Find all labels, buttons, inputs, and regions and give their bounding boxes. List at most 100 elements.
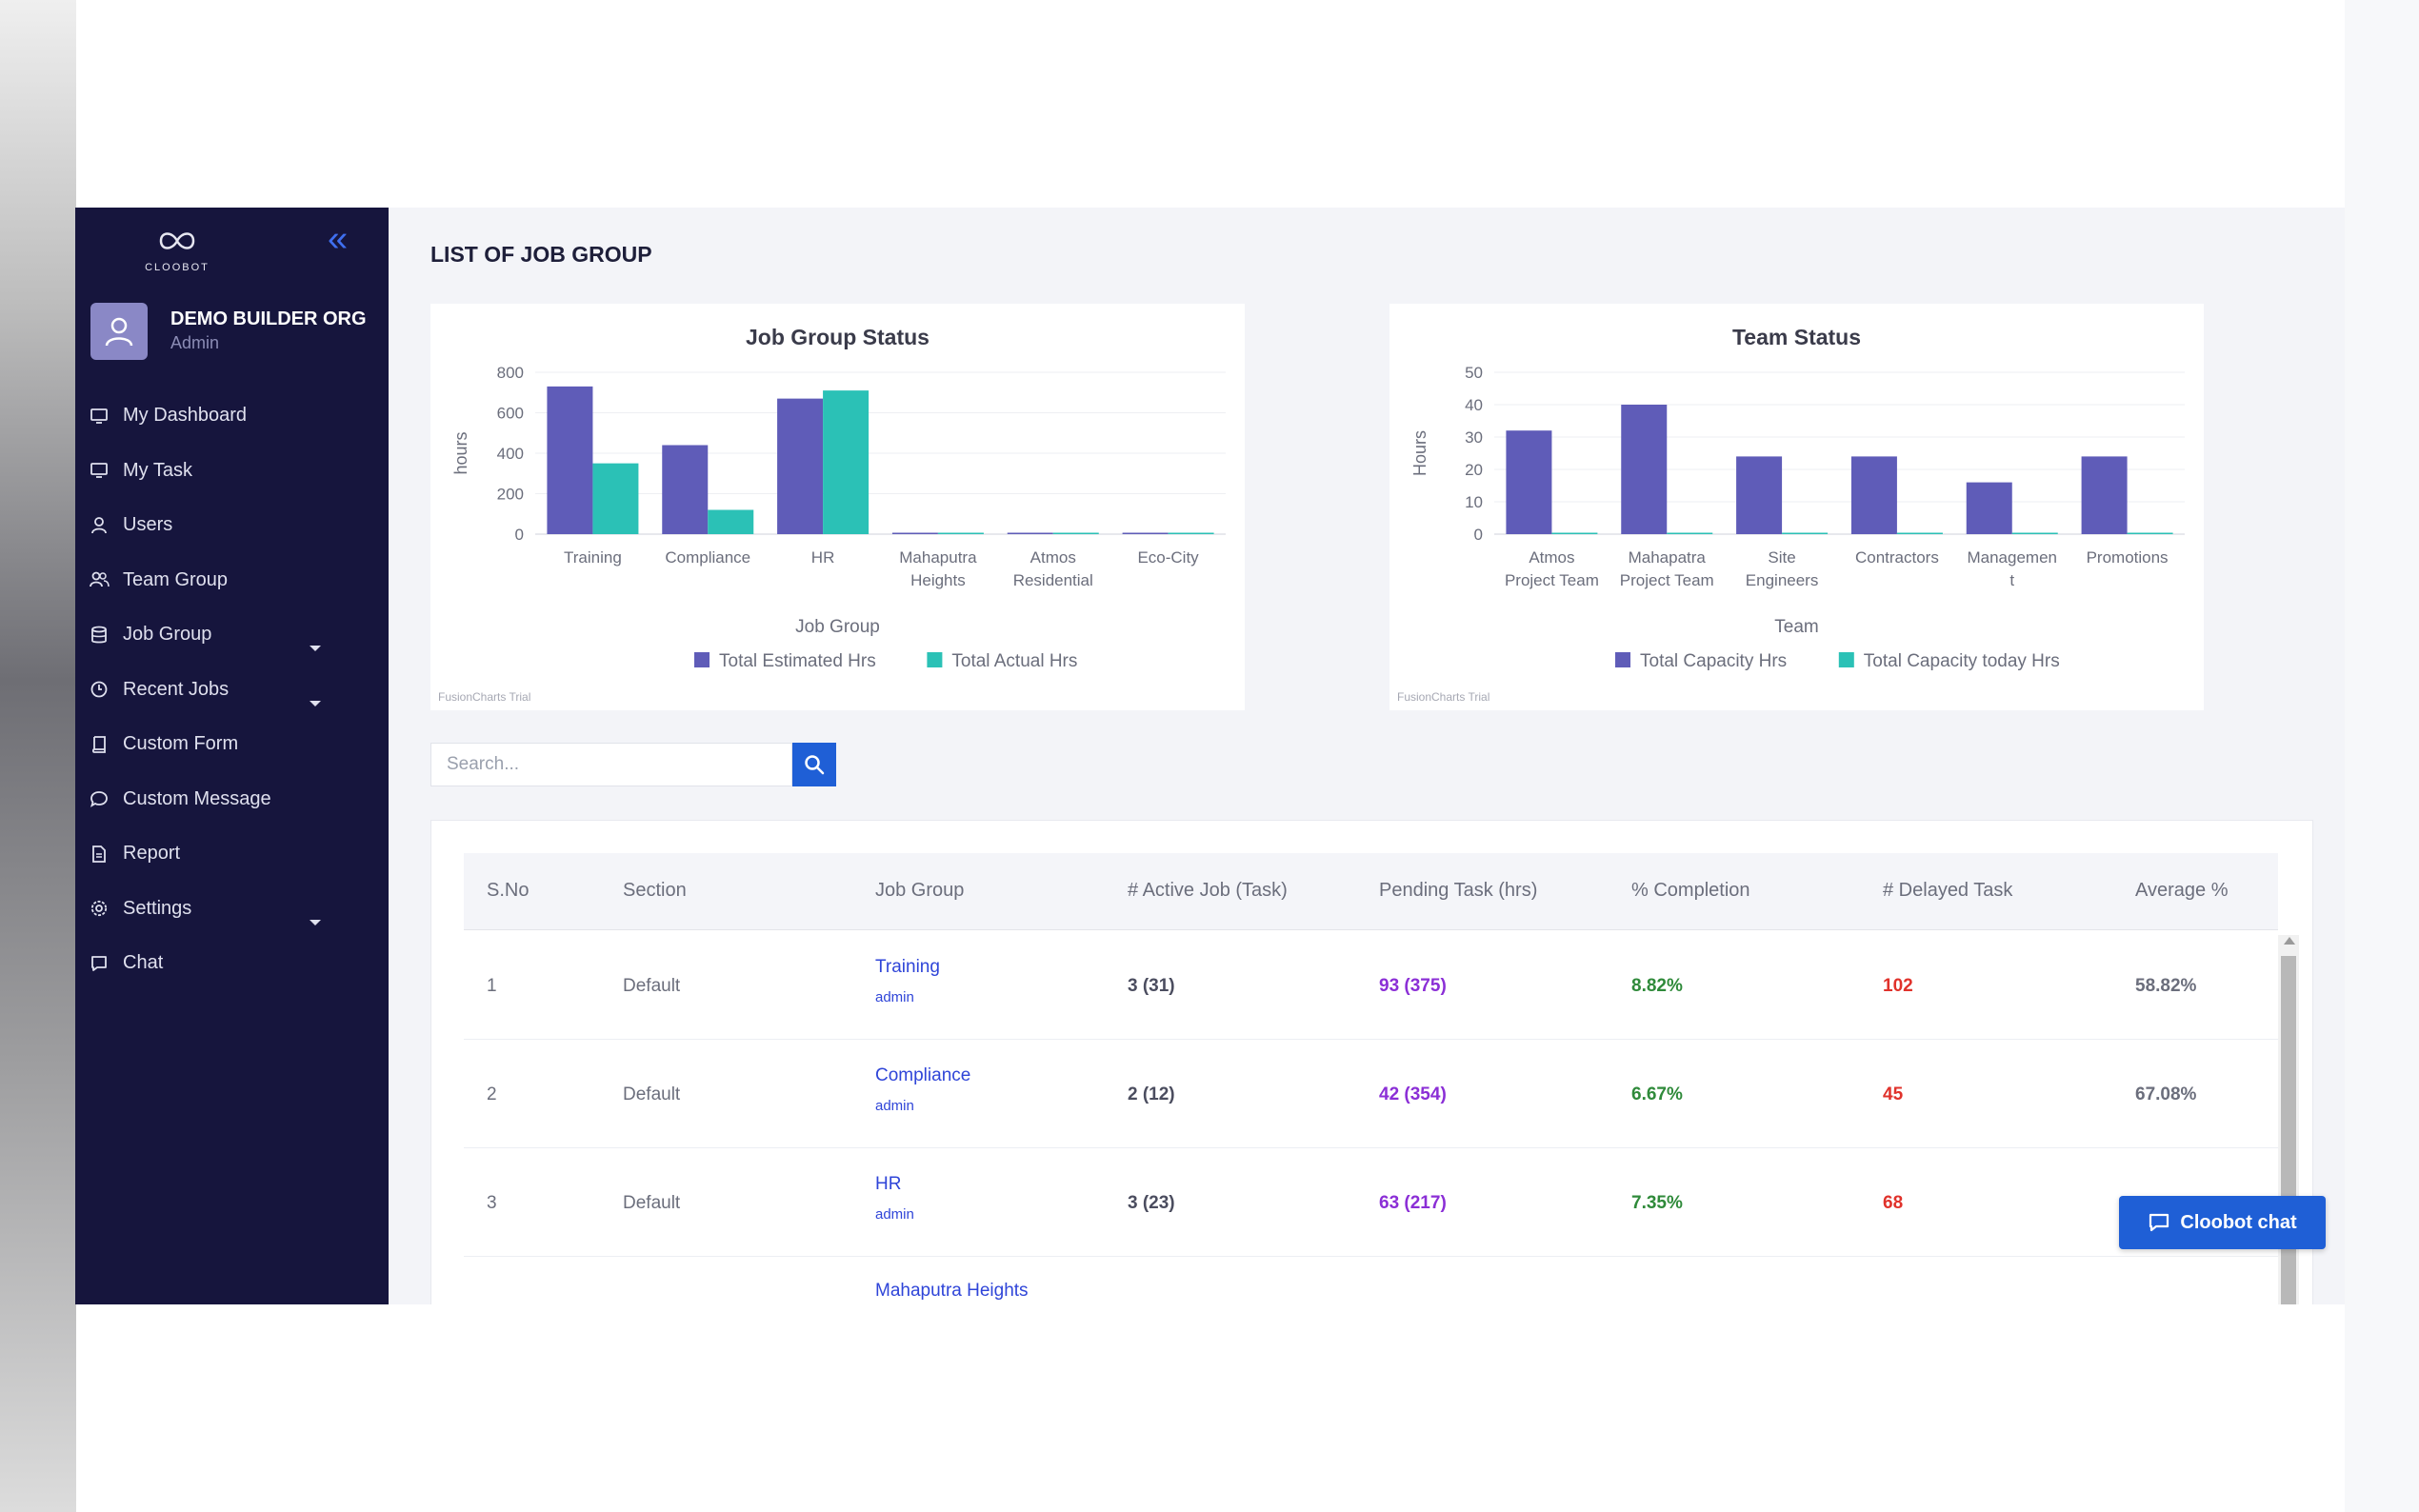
bar-total-capacity-today-hrs	[2011, 532, 2058, 534]
sidebar-item-label: Team Group	[123, 568, 229, 590]
sidebar-item-label: Custom Message	[123, 787, 271, 809]
sidebar-item-chat[interactable]: Chat	[75, 936, 389, 991]
job-group-link[interactable]: HR	[875, 1174, 902, 1194]
background-shade-left	[0, 0, 76, 1512]
header-section[interactable]: Section	[623, 880, 687, 901]
users-icon	[89, 570, 110, 589]
y-tick-label: 0	[1474, 526, 1483, 544]
sidebar-item-job-group[interactable]: Job Group	[75, 607, 389, 663]
book-icon	[89, 735, 110, 754]
x-axis-label: Job Group	[795, 617, 880, 637]
team-status-chart: Team Status 0 10 20 30 40 50 Hours Atmos Project …	[1397, 325, 2185, 704]
user-icon	[89, 516, 110, 535]
x-tick-label: Project Team	[1505, 571, 1599, 589]
user-profile[interactable]: DEMO BUILDER ORG Admin	[90, 303, 376, 364]
bar-total-actual-hrs	[1168, 532, 1214, 534]
header-pending-task[interactable]: Pending Task (hrs)	[1379, 880, 1538, 901]
background-shade-right	[2345, 0, 2419, 1512]
y-tick-label: 10	[1465, 493, 1483, 511]
monitor-icon	[89, 407, 110, 426]
sidebar-item-team-group[interactable]: Team Group	[75, 553, 389, 608]
sidebar-nav: My Dashboard My Task Users Team Group Job Gr…	[75, 388, 389, 991]
header-active-job[interactable]: # Active Job (Task)	[1128, 880, 1288, 901]
bar-total-actual-hrs	[937, 532, 984, 534]
sidebar-item-label: Report	[123, 843, 181, 865]
search-button[interactable]	[792, 743, 836, 786]
chat-button-label: Cloobot chat	[2180, 1211, 2297, 1233]
chart-credit: FusionCharts Trial	[438, 690, 530, 704]
search-input[interactable]	[430, 743, 792, 786]
cell-delayed-task: 68	[1883, 1193, 1904, 1213]
x-tick-label: HR	[811, 548, 835, 567]
bar-total-actual-hrs	[708, 509, 754, 534]
x-tick-label: Heights	[910, 571, 966, 589]
table-header: S.No Section Job Group # Active Job (Tas…	[464, 853, 2278, 930]
table-row: 1 Default Training admin 3 (31) 93 (375)…	[464, 930, 2278, 1040]
x-tick-label: Site	[1768, 548, 1795, 567]
sidebar-item-label: Job Group	[123, 624, 212, 646]
cell-average: 58.82%	[2135, 976, 2197, 996]
bar-total-capacity-today-hrs	[1551, 532, 1598, 534]
cell-pending-task: 42 (354)	[1379, 1084, 1447, 1104]
header-sno[interactable]: S.No	[487, 880, 530, 901]
avatar	[90, 303, 148, 360]
job-group-link[interactable]: Mahaputra Heights	[875, 1281, 1029, 1301]
bar-total-capacity-hrs	[1850, 456, 1897, 534]
sidebar-item-my-dashboard[interactable]: My Dashboard	[75, 388, 389, 444]
scrollbar-thumb[interactable]	[2281, 956, 2296, 1304]
user-avatar-icon	[105, 317, 133, 347]
bar-total-estimated-hrs	[891, 532, 938, 534]
legend-label: Total Actual Hrs	[951, 651, 1077, 671]
y-axis-label: Hours	[1410, 430, 1429, 476]
y-tick-label: 800	[497, 364, 524, 382]
bar-total-capacity-today-hrs	[1667, 532, 1713, 534]
collapse-sidebar-icon[interactable]: «	[328, 219, 349, 259]
database-icon	[89, 626, 110, 645]
cell-section: Default	[623, 976, 681, 996]
sidebar-item-recent-jobs[interactable]: Recent Jobs	[75, 663, 389, 718]
user-role: Admin	[170, 333, 220, 352]
sidebar-item-my-task[interactable]: My Task	[75, 444, 389, 499]
sidebar-item-settings[interactable]: Settings	[75, 882, 389, 937]
sidebar-item-custom-message[interactable]: Custom Message	[75, 772, 389, 827]
search-bar	[430, 743, 838, 786]
sidebar-item-custom-form[interactable]: Custom Form	[75, 717, 389, 772]
cell-section: Default	[623, 1193, 681, 1213]
cloobot-chat-button[interactable]: Cloobot chat	[2119, 1196, 2326, 1249]
y-tick-label: 600	[497, 405, 524, 423]
chevron-down-icon[interactable]	[309, 691, 322, 713]
bar-total-capacity-today-hrs	[1782, 532, 1829, 534]
cell-owner: admin	[875, 1098, 914, 1114]
chart-title: Job Group Status	[746, 325, 930, 349]
scroll-up-arrow-icon[interactable]	[2284, 937, 2295, 945]
legend-label: Total Capacity Hrs	[1640, 651, 1787, 671]
cloobot-logo[interactable]: CLOOBOT	[125, 227, 230, 284]
y-tick-label: 40	[1465, 396, 1483, 414]
chevron-down-icon[interactable]	[309, 910, 322, 932]
header-job-group[interactable]: Job Group	[875, 880, 965, 901]
table-row: Mahaputra Heights	[464, 1256, 2278, 1304]
bar-total-capacity-hrs	[1966, 482, 2012, 534]
x-axis-label: Team	[1774, 617, 1818, 637]
header-delayed-task[interactable]: # Delayed Task	[1883, 880, 2013, 901]
sidebar-item-label: Chat	[123, 952, 164, 974]
gear-icon	[89, 899, 110, 918]
sidebar-item-label: Custom Form	[123, 733, 239, 755]
y-tick-label: 0	[515, 526, 524, 544]
legend-swatch	[694, 652, 710, 667]
x-tick-label: Atmos	[1030, 548, 1076, 567]
chevron-down-icon[interactable]	[309, 636, 322, 658]
header-average[interactable]: Average %	[2135, 880, 2229, 901]
header-completion[interactable]: % Completion	[1631, 880, 1750, 901]
logo-text: CLOOBOT	[145, 262, 210, 273]
bar-total-actual-hrs	[823, 390, 870, 534]
cell-average: 67.08%	[2135, 1084, 2197, 1104]
sidebar-item-users[interactable]: Users	[75, 498, 389, 553]
job-group-link[interactable]: Training	[875, 957, 940, 977]
job-group-link[interactable]: Compliance	[875, 1065, 971, 1085]
bar-total-capacity-today-hrs	[1896, 532, 1943, 534]
cell-sno: 3	[487, 1193, 497, 1213]
bar-total-capacity-hrs	[1736, 456, 1783, 534]
sidebar-item-label: My Dashboard	[123, 405, 248, 427]
sidebar-item-report[interactable]: Report	[75, 826, 389, 882]
